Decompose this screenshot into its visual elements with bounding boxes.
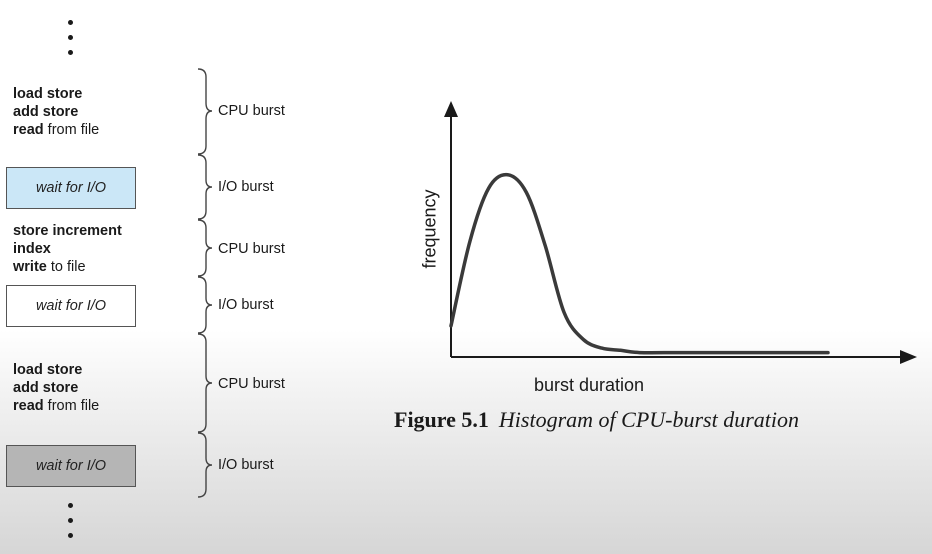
ellipsis-dot (68, 50, 73, 55)
figure-caption: Figure 5.1 Histogram of CPU-burst duratio… (394, 407, 799, 433)
bottom-ellipsis (67, 503, 75, 548)
instruction-line: add store (13, 104, 79, 120)
io-burst-label-1: I/O burst (218, 179, 274, 195)
y-axis-label: frequency (419, 189, 440, 269)
brace-cpu-3 (197, 333, 213, 433)
cpu-instructions-3: load store add store read from file (13, 361, 99, 415)
figure-title: Histogram of CPU-burst duration (498, 407, 800, 432)
wait-for-io-box-3: wait for I/O (6, 445, 136, 487)
instruction-line: store increment (13, 223, 122, 239)
instruction-line: index (13, 241, 51, 257)
instruction-line: read from file (13, 398, 100, 414)
burst-braces (197, 68, 213, 498)
figure-number: Figure 5.1 (394, 407, 489, 432)
cpu-burst-label-2: CPU burst (218, 241, 285, 257)
ellipsis-dot (68, 35, 73, 40)
x-axis-arrowhead (900, 350, 917, 364)
cpu-burst-label-3: CPU burst (218, 376, 285, 392)
io-burst-label-2: I/O burst (218, 297, 274, 313)
instruction-line: load store (13, 86, 83, 102)
instruction-line: load store (13, 362, 83, 378)
instruction-line: read from file (13, 122, 100, 138)
io-burst-label-3: I/O burst (218, 457, 274, 473)
brace-cpu-1 (197, 68, 213, 155)
cpu-instructions-2: store increment index write to file (13, 222, 122, 276)
instruction-line: write to file (13, 259, 86, 275)
y-axis-arrowhead (444, 101, 458, 117)
ellipsis-dot (68, 20, 73, 25)
ellipsis-dot (68, 518, 73, 523)
brace-io-3 (197, 432, 213, 498)
wait-for-io-box-1: wait for I/O (6, 167, 136, 209)
cpu-instructions-1: load store add store read from file (13, 85, 99, 139)
ellipsis-dot (68, 503, 73, 508)
brace-io-2 (197, 276, 213, 334)
instruction-line: add store (13, 380, 79, 396)
top-ellipsis (67, 20, 75, 65)
ellipsis-dot (68, 533, 73, 538)
brace-io-1 (197, 154, 213, 220)
wait-for-io-box-2: wait for I/O (6, 285, 136, 327)
x-axis-label: burst duration (534, 375, 645, 395)
brace-cpu-2 (197, 219, 213, 277)
cpu-burst-label-1: CPU burst (218, 103, 285, 119)
frequency-curve (449, 172, 830, 355)
